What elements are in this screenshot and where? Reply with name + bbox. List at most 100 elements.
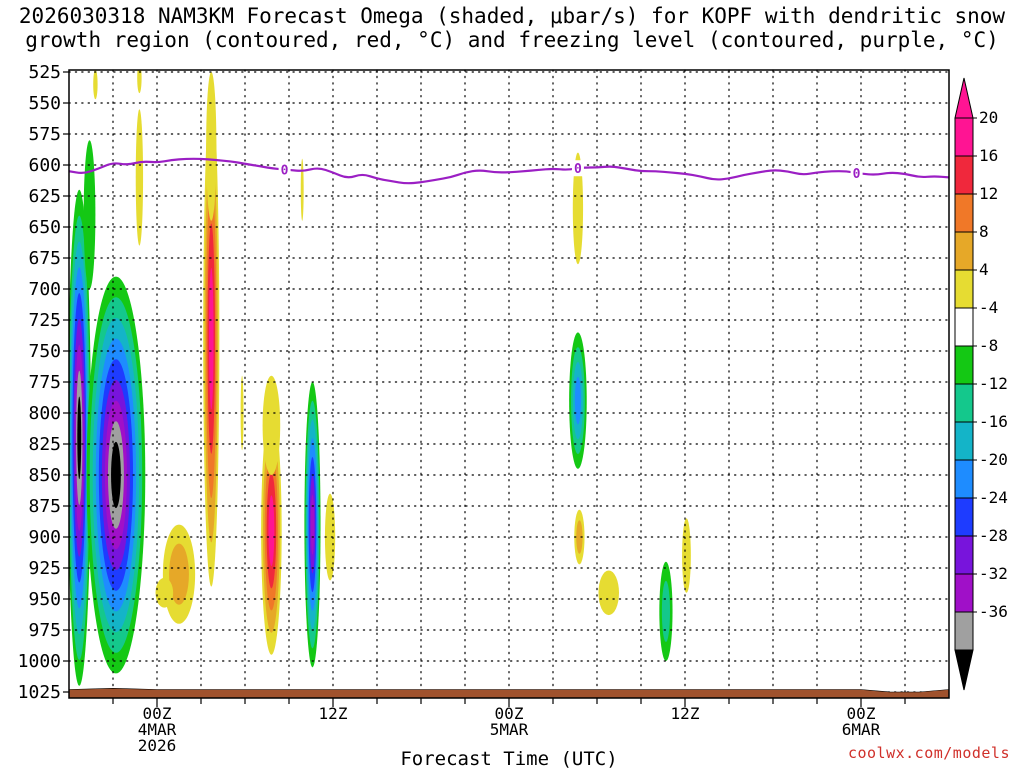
- omega-contour-4-0: [135, 109, 144, 246]
- omega-feature-2: [83, 140, 96, 289]
- omega-contour-6-1: [169, 543, 189, 605]
- colorbar-label: -24: [979, 488, 1008, 507]
- colorbar-label: -32: [979, 564, 1008, 583]
- colorbar-bin: [954, 155, 974, 195]
- colorbar-bin: [954, 421, 974, 461]
- omega-feature-5: [137, 70, 142, 94]
- colorbar-bin: [954, 117, 974, 157]
- omega-feature-1: [86, 276, 146, 674]
- x-tick-label: 00Z: [495, 704, 524, 723]
- colorbar-label: -8: [979, 336, 998, 355]
- chart-title: 2026030318 NAM3KM Forecast Omega (shaded…: [0, 4, 1024, 52]
- colorbar-bin: [954, 269, 974, 309]
- omega-feature-7: [155, 577, 174, 608]
- omega-feature-13: [304, 381, 321, 668]
- x-tick-label: 4MAR: [138, 720, 177, 739]
- colorbar: 20 16 12 8 4 -4 -8 -12 -16 -20 -24 -28 -32 -36: [954, 77, 1008, 691]
- y-tick-label: 1000: [18, 651, 61, 672]
- omega-shading: [69, 70, 691, 686]
- omega-feature-3: [93, 70, 98, 100]
- y-tick-label: 1025: [18, 682, 61, 703]
- omega-feature-15: [300, 158, 304, 221]
- freezing-label-bg: [850, 164, 863, 181]
- x-tick-label: 00Z: [847, 704, 876, 723]
- omega-contour-17-3: [574, 376, 581, 425]
- y-tick-label: 675: [28, 248, 61, 269]
- omega-contour-5-0: [137, 70, 142, 94]
- y-tick-label: 725: [28, 310, 61, 331]
- y-tick-label: 600: [28, 155, 61, 176]
- credit-text: coolwx.com/models: [847, 744, 1010, 762]
- y-tick-label: 650: [28, 217, 61, 238]
- colorbar-label: -28: [979, 526, 1008, 545]
- freezing-level-label: 0: [574, 162, 582, 177]
- y-tick-label: 975: [28, 620, 61, 641]
- y-tick-label: 925: [28, 558, 61, 579]
- y-tick-label: 525: [28, 62, 61, 83]
- omega-feature-9: [206, 71, 217, 221]
- x-tick-label: 2026: [138, 736, 177, 755]
- freezing-level-label: 0: [853, 167, 861, 182]
- y-tick-label: 550: [28, 93, 61, 114]
- x-tick-label: 5MAR: [490, 720, 529, 739]
- colorbar-label: -20: [979, 450, 1008, 469]
- omega-contour-3-0: [93, 70, 98, 100]
- y-tick-label: 575: [28, 124, 61, 145]
- y-tick-label: 800: [28, 403, 61, 424]
- freezing-level-contour: 0 0 0: [69, 157, 949, 185]
- omega-contour-20-1: [661, 580, 670, 642]
- omega-contour-16-0: [572, 152, 584, 265]
- omega-contour-1-8: [111, 441, 121, 509]
- colorbar-bin: [954, 459, 974, 499]
- y-tick-label: 950: [28, 589, 61, 610]
- freezing-level-label: 0: [281, 164, 289, 179]
- colorbar-max-arrow: [954, 77, 974, 119]
- omega-contour-13-6: [310, 494, 315, 555]
- x-tick-label: 6MAR: [842, 720, 881, 739]
- omega-feature-14: [324, 493, 336, 581]
- y-axis: 525 550 575 600 625 650 675 700 725 750 775 800 825 8…: [18, 62, 69, 703]
- colorbar-min-arrow: [954, 649, 974, 691]
- x-tick-label: 00Z: [143, 704, 172, 723]
- y-tick-label: 625: [28, 186, 61, 207]
- omega-feature-19: [598, 570, 619, 616]
- x-tick-label: 12Z: [671, 704, 700, 723]
- chart-title-line2: growth region (contoured, red, °C) and f…: [25, 28, 999, 52]
- colorbar-label: 4: [979, 260, 989, 279]
- omega-contour-19-0: [598, 570, 619, 616]
- colorbar-bin: [954, 573, 974, 613]
- omega-feature-4: [135, 109, 144, 246]
- omega-feature-17: [569, 332, 587, 469]
- y-tick-label: 825: [28, 434, 61, 455]
- colorbar-bin: [954, 307, 974, 347]
- omega-contour-9-0: [206, 71, 217, 221]
- freezing-label-bg: [571, 160, 584, 177]
- omega-feature-12: [262, 375, 281, 475]
- y-tick-label: 750: [28, 341, 61, 362]
- omega-contour-8-4: [208, 267, 214, 410]
- ground-terrain: [69, 687, 949, 698]
- omega-contour-12-0: [262, 375, 281, 475]
- y-tick-label: 900: [28, 527, 61, 548]
- omega-contour-7-0: [155, 577, 174, 608]
- freezing-label-bg: [278, 161, 291, 178]
- y-tick-label: 875: [28, 496, 61, 517]
- y-tick-label: 850: [28, 465, 61, 486]
- omega-feature-16: [572, 152, 584, 265]
- colorbar-label: -12: [979, 374, 1008, 393]
- y-tick-label: 775: [28, 372, 61, 393]
- omega-contour-11-4: [268, 495, 275, 567]
- omega-feature-8: [203, 90, 220, 587]
- omega-feature-20: [659, 561, 673, 662]
- omega-contour-14-0: [324, 493, 336, 581]
- omega-feature-6: [162, 524, 196, 624]
- omega-contour-18-1: [576, 520, 583, 554]
- omega-feature-11: [261, 406, 282, 655]
- colorbar-label: 16: [979, 146, 998, 165]
- omega-contour-0-8: [77, 396, 82, 480]
- omega-feature-21: [682, 518, 691, 593]
- colorbar-label: 8: [979, 222, 989, 241]
- colorbar-bin: [954, 497, 974, 537]
